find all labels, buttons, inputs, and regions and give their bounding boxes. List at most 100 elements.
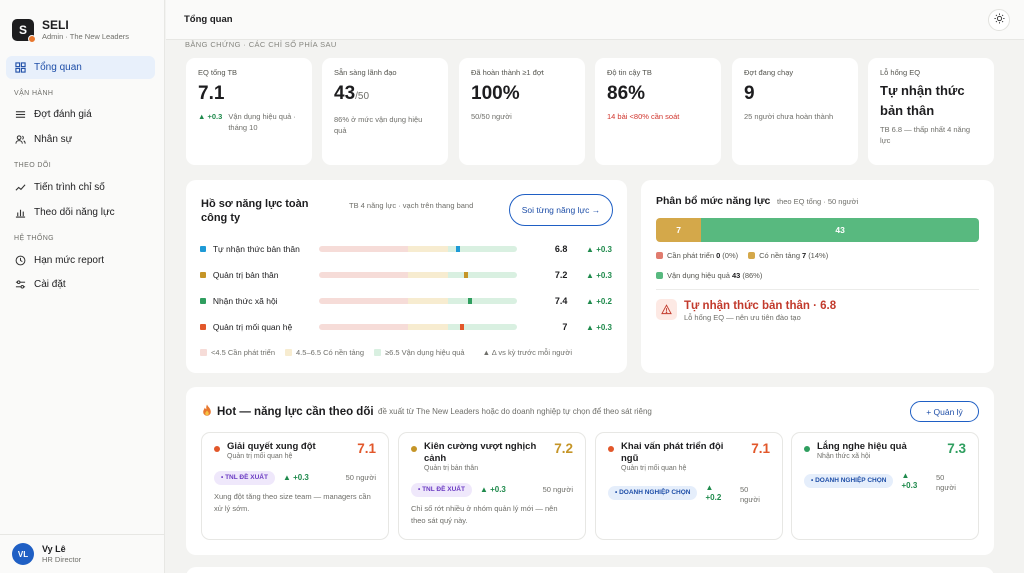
legend-swatch xyxy=(200,349,207,356)
legend-swatch xyxy=(374,349,381,356)
sidebar-item-theo-doi-nang-luc[interactable]: Theo dõi năng lực xyxy=(6,201,155,224)
kpi-value-number: 43 xyxy=(334,83,356,104)
hot-card-count: 50 người xyxy=(542,485,573,494)
clock-icon xyxy=(14,255,26,267)
source-badge: • TNL ĐỀ XUẤT xyxy=(411,483,472,497)
hot-card-count: 50 người xyxy=(740,485,760,504)
sidebar-item-tong-quan[interactable]: Tổng quan xyxy=(6,56,155,79)
kpi-card-lo-hong-eq: Lỗ hổng EQ Tự nhận thức bản thân TB 6.8 … xyxy=(868,58,994,165)
competency-row[interactable]: Quản trị mối quan hệ 7 ▲ +0.3 xyxy=(200,320,612,334)
warning-icon xyxy=(656,299,677,320)
hot-competency-card[interactable]: Khai vấn phát triển đội ngũ Quản trị mối … xyxy=(595,432,783,540)
hot-competency-card[interactable]: Giải quyết xung đột Quản trị mối quan hệ 7… xyxy=(201,432,389,540)
hot-competency-card[interactable]: Lắng nghe hiệu quả Nhận thức xã hội 7.3 • D… xyxy=(791,432,979,540)
competency-color-dot xyxy=(200,246,206,252)
distribution-segment[interactable]: 43 xyxy=(701,218,979,242)
eq-gap-alert[interactable]: Tự nhận thức bản thân · 6.8 Lỗ hổng EQ —… xyxy=(656,299,836,323)
sidebar-item-han-muc-report[interactable]: Hạn mức report xyxy=(6,249,155,272)
competency-color-dot xyxy=(200,298,206,304)
distribution-subtitle: theo EQ tổng · 50 người xyxy=(777,197,859,206)
hot-card-category: Quản trị mối quan hệ xyxy=(621,465,687,472)
band-zone-high xyxy=(447,324,518,330)
competency-delta: ▲ +0.3 xyxy=(586,270,612,280)
competency-row[interactable]: Quản trị bản thân 7.2 ▲ +0.3 xyxy=(200,268,612,282)
brand[interactable]: S SELI Admin · The New Leaders xyxy=(12,18,129,43)
legend-item: ≥6.5 Vận dụng hiệu quả xyxy=(374,348,465,357)
hot-card-delta: ▲ +0.2 xyxy=(705,483,722,502)
legend-pct: (14%) xyxy=(808,251,829,260)
hot-card-score: 7.1 xyxy=(357,441,376,456)
sidebar: S SELI Admin · The New Leaders Tổng quan… xyxy=(0,0,165,573)
band-zone-high xyxy=(447,246,518,252)
source-badge: • DOANH NGHIỆP CHỌN xyxy=(608,486,698,500)
kpi-value: 7.1 xyxy=(198,83,225,104)
kpi-value: 86% xyxy=(607,83,646,104)
kpi-card-san-sang: Sẵn sàng lãnh đạo 43/50 86% ở mức vận dụ… xyxy=(322,58,448,165)
legend-label: Có nền tảng xyxy=(759,251,801,260)
hot-card-count: 50 người xyxy=(936,473,956,492)
kpi-note: 86% ở mức vận dụng hiệu quả xyxy=(334,115,423,135)
profile-title: Hồ sơ năng lực toàn công ty xyxy=(201,198,309,224)
competency-score: 7.2 xyxy=(554,270,568,280)
kpi-note: 14 bài <80% cần soát xyxy=(607,112,680,121)
legend-label: Vận dụng hiệu quả xyxy=(667,271,730,280)
list-icon xyxy=(14,109,26,121)
competency-label: Quản trị mối quan hệ xyxy=(212,322,293,332)
kpi-label: Độ tin cậy TB xyxy=(607,68,652,77)
alert-title: Tự nhận thức bản thân · 6.8 xyxy=(684,300,837,312)
competency-row[interactable]: Nhận thức xã hội 7.4 ▲ +0.2 xyxy=(200,294,612,308)
user-profile[interactable]: VL Vy Lê HR Director xyxy=(0,534,165,573)
kpi-card-hoan-thanh: Đã hoàn thành ≥1 đợt 100% 50/50 người xyxy=(459,58,585,165)
competency-color-dot xyxy=(214,446,220,452)
section-label: Bằng chứng · các chỉ số phía sau xyxy=(185,40,337,49)
legend-label: <4.5 Cần phát triển xyxy=(211,348,276,357)
sidebar-item-cai-dat[interactable]: Cài đặt xyxy=(6,273,155,296)
sliders-icon xyxy=(14,279,26,291)
competency-delta: ▲ +0.3 xyxy=(586,244,612,254)
kpi-value-suffix: /50 xyxy=(355,91,370,102)
nav-section-theo-doi: Theo dõi xyxy=(14,162,52,169)
legend-item: Có nền tảng 7 (14%) xyxy=(748,251,828,260)
hot-competency-card[interactable]: Kiên cường vượt nghịch cảnh Quản trị bản … xyxy=(398,432,586,540)
manage-button[interactable]: + Quản lý xyxy=(910,401,979,422)
hot-card-category: Quản trị mối quan hệ xyxy=(227,453,293,460)
kpi-label: EQ tổng TB xyxy=(198,68,238,77)
hot-card-title: Khai vấn phát triển đội ngũ xyxy=(621,441,724,464)
sidebar-item-dot-danh-gia[interactable]: Đợt đánh giá xyxy=(6,103,155,126)
kpi-label: Lỗ hổng EQ xyxy=(880,68,921,77)
hot-card-score: 7.3 xyxy=(947,441,966,456)
sidebar-item-nhan-su[interactable]: Nhân sự xyxy=(6,128,155,151)
sidebar-item-label: Cài đặt xyxy=(34,279,66,290)
legend-pct: (0%) xyxy=(722,251,739,260)
competency-delta: ▲ +0.2 xyxy=(586,296,612,306)
brand-logo: S xyxy=(12,19,36,43)
page-title: Tổng quan xyxy=(184,14,233,25)
legend-count: 0 xyxy=(716,251,721,260)
competency-color-dot xyxy=(411,446,417,452)
competency-label: Quản trị bản thân xyxy=(212,270,279,280)
divider xyxy=(656,289,979,290)
theme-toggle-button[interactable] xyxy=(988,9,1010,31)
sidebar-item-tien-trinh-chi-so[interactable]: Tiến trình chỉ số xyxy=(6,176,155,199)
band-zone-mid xyxy=(408,324,448,330)
nav-section-he-thong: Hệ thống xyxy=(14,235,55,242)
competency-delta: ▲ +0.3 xyxy=(586,322,612,332)
hot-card-description: Chỉ số rớt nhiều ở nhóm quản lý mới — nê… xyxy=(411,504,558,525)
hot-competencies-card: Hot — năng lực cần theo dõi đề xuất từ T… xyxy=(186,387,994,555)
inspect-competency-button[interactable]: Soi từng năng lực → xyxy=(509,194,613,226)
hot-card-title: Giải quyết xung đột xyxy=(227,441,316,452)
sidebar-item-label: Nhân sự xyxy=(34,134,73,145)
source-badge: • DOANH NGHIỆP CHỌN xyxy=(804,474,894,488)
kpi-card-eq-tong: EQ tổng TB 7.1 ▲ +0.3 Vận dụng hiệu quả … xyxy=(186,58,312,165)
legend-item: <4.5 Cần phát triển xyxy=(200,348,275,357)
hot-card-title: Kiên cường vượt nghịch cảnh xyxy=(424,441,537,464)
band-zone-low xyxy=(319,272,409,278)
competency-color-dot xyxy=(804,446,810,452)
distribution-legend-row: Cần phát triển 0 (0%) Có nền tảng 7 (14%) xyxy=(656,251,838,260)
legend-swatch xyxy=(656,252,663,259)
competency-label: Tự nhận thức bản thân xyxy=(212,244,300,254)
kpi-note: 25 người chưa hoàn thành xyxy=(744,112,834,121)
hot-card-count: 50 người xyxy=(345,473,376,482)
distribution-segment[interactable]: 7 xyxy=(656,218,702,242)
competency-row[interactable]: Tự nhận thức bản thân 6.8 ▲ +0.3 xyxy=(200,242,612,256)
